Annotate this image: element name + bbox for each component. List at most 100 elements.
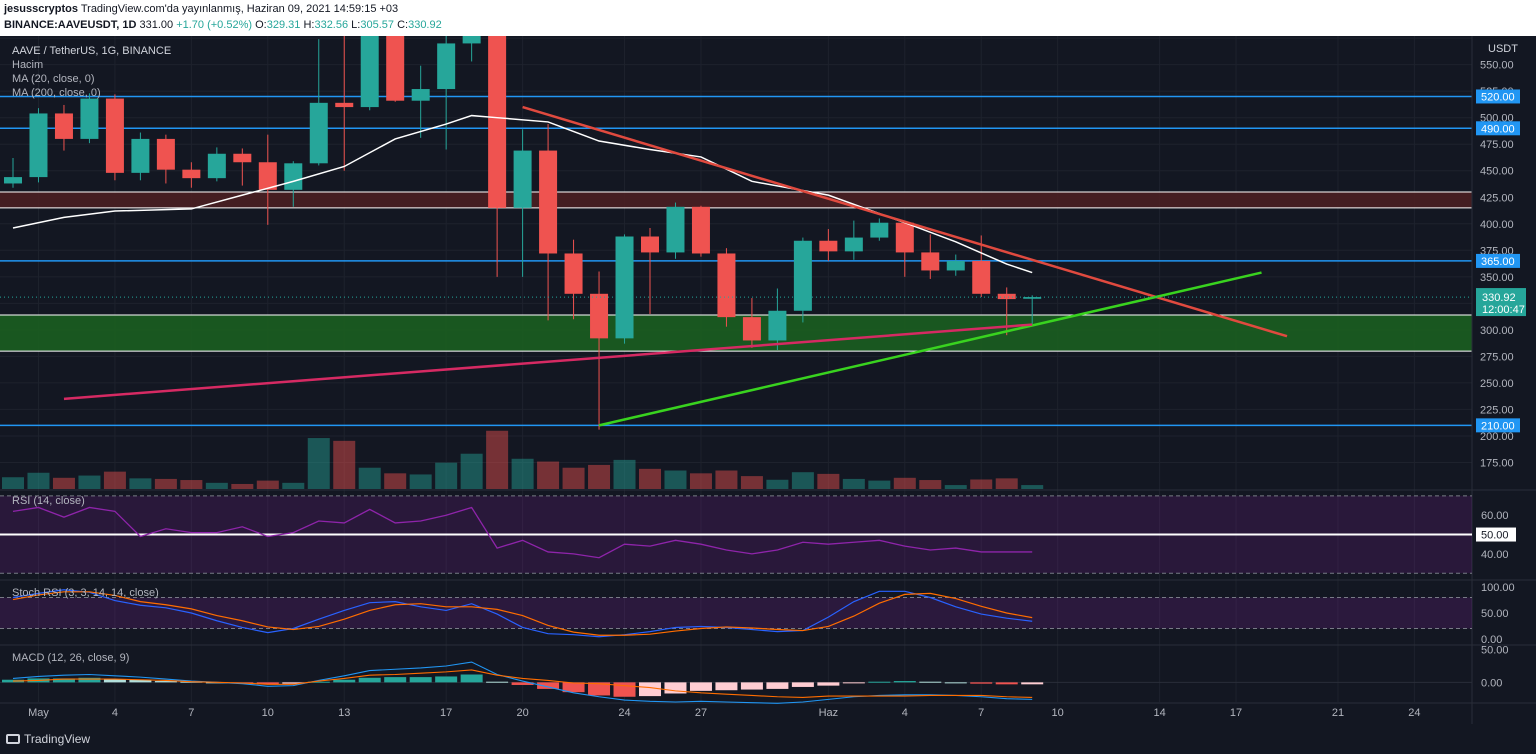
volume-bar — [333, 440, 356, 489]
candle-body — [1023, 297, 1042, 299]
rsi-legend: RSI (14, close) — [12, 495, 85, 507]
volume-bar — [511, 458, 534, 489]
stoch-line-k — [12, 589, 1033, 638]
time-tick-label: 7 — [188, 707, 194, 719]
volume-bar — [537, 461, 560, 489]
time-tick-label: 4 — [112, 707, 118, 719]
candle-body — [946, 260, 965, 271]
level-price-tag — [1476, 253, 1520, 268]
countdown-label: 12:00:47 — [1482, 304, 1525, 316]
volume-bar — [715, 470, 738, 489]
price-tick-label: 450.00 — [1480, 166, 1514, 178]
macd-histogram-bar — [664, 682, 687, 694]
candle-body — [156, 138, 175, 170]
tradingview-icon — [6, 734, 20, 744]
volume-bar — [154, 478, 177, 489]
symbol-label: BINANCE:AAVEUSDT, 1D — [4, 19, 137, 31]
change-value: +1.70 (+0.52%) — [176, 19, 253, 31]
level-price-tag — [1476, 121, 1520, 136]
macd-histogram-bar — [282, 682, 305, 684]
candle-body — [844, 237, 863, 252]
candle-body — [997, 293, 1016, 300]
trading-chart[interactable]: 175.00200.00225.00250.00275.00300.00325.… — [0, 36, 1536, 724]
candle-body — [54, 113, 73, 139]
rsi-tick-label: 60.00 — [1481, 510, 1509, 522]
price-tick-label: 425.00 — [1480, 192, 1514, 204]
rsi-line — [12, 506, 1033, 559]
candle-body — [895, 222, 914, 253]
macd-histogram-bar — [562, 682, 585, 693]
time-tick-label: 14 — [1153, 707, 1165, 719]
level-price-tag — [1476, 89, 1520, 104]
candle-body — [360, 36, 379, 108]
macd-histogram-bar — [689, 682, 712, 691]
candle-body — [921, 252, 940, 271]
volume-bar — [78, 475, 101, 489]
time-tick-label: 21 — [1332, 707, 1344, 719]
candle-body — [80, 98, 99, 139]
volume-bar — [664, 470, 687, 489]
macd-histogram-bar — [435, 676, 458, 683]
macd-histogram-bar — [103, 679, 126, 683]
volume-bar — [791, 472, 814, 489]
volume-bar — [103, 471, 126, 489]
time-tick-label: May — [28, 707, 49, 719]
candle-body — [182, 169, 201, 179]
macd-tick-label: 0.00 — [1481, 677, 1502, 689]
volume-bar — [282, 482, 305, 489]
high-label: H: — [303, 19, 315, 31]
volume-bar — [817, 473, 840, 489]
volume-bar — [995, 478, 1018, 489]
open-label: O: — [255, 19, 267, 31]
candle-body — [972, 260, 991, 294]
candle-body — [513, 150, 532, 208]
time-tick-label: 24 — [618, 707, 630, 719]
time-tick-label: 17 — [440, 707, 452, 719]
macd-histogram-bar — [154, 681, 177, 683]
footer-bar: TradingView — [0, 724, 1536, 754]
volume-bar — [1021, 485, 1044, 489]
volume-bar — [740, 476, 763, 489]
candle-body — [335, 102, 354, 108]
candle-body — [386, 36, 405, 101]
ma20-legend: MA (20, close, 0) — [12, 73, 95, 85]
candle-body — [641, 236, 659, 253]
brand-name: TradingView — [24, 732, 91, 746]
candle-body — [717, 253, 736, 318]
macd-histogram-bar — [511, 682, 534, 685]
stoch-band-bg — [0, 597, 1472, 629]
macd-histogram-bar — [409, 677, 432, 683]
rsi-tick-label: 50.00 — [1481, 530, 1509, 542]
currency-label: USDT — [1488, 43, 1518, 55]
time-tick-label: 24 — [1408, 707, 1420, 719]
candle-body — [29, 113, 48, 178]
macd-tick-label: 50.00 — [1481, 645, 1509, 657]
macd-histogram-bar — [715, 682, 738, 691]
level-price-label: 520.00 — [1481, 91, 1515, 103]
publish-header: jesusscryptos TradingView.com'da yayınla… — [0, 0, 1536, 36]
volume-bar — [970, 479, 993, 489]
candle-body — [488, 36, 507, 208]
trendline-pink — [63, 323, 1033, 401]
macd-histogram-bar — [766, 682, 789, 689]
candle-body — [666, 206, 685, 253]
candle-body — [4, 177, 22, 184]
volume-bar — [919, 480, 942, 489]
macd-histogram-bar — [1021, 682, 1044, 685]
macd-histogram-bar — [537, 682, 560, 689]
time-tick-label: 7 — [978, 707, 984, 719]
volume-bar — [588, 464, 611, 489]
tradingview-logo: TradingView — [6, 732, 90, 746]
last-price-tag — [1476, 288, 1526, 317]
candle-body — [258, 162, 277, 190]
macd-histogram-bar — [893, 681, 916, 683]
level-price-label: 490.00 — [1481, 123, 1515, 135]
price-tick-label: 300.00 — [1480, 325, 1514, 337]
macd-histogram-bar — [842, 682, 865, 684]
level-price-tag — [1476, 418, 1520, 433]
main-legend-title: AAVE / TetherUS, 1G, BINANCE — [12, 45, 172, 57]
candle-body — [615, 236, 634, 339]
time-tick-label: 13 — [338, 707, 350, 719]
close-value: 330.92 — [408, 19, 442, 31]
candle-body — [233, 153, 252, 163]
